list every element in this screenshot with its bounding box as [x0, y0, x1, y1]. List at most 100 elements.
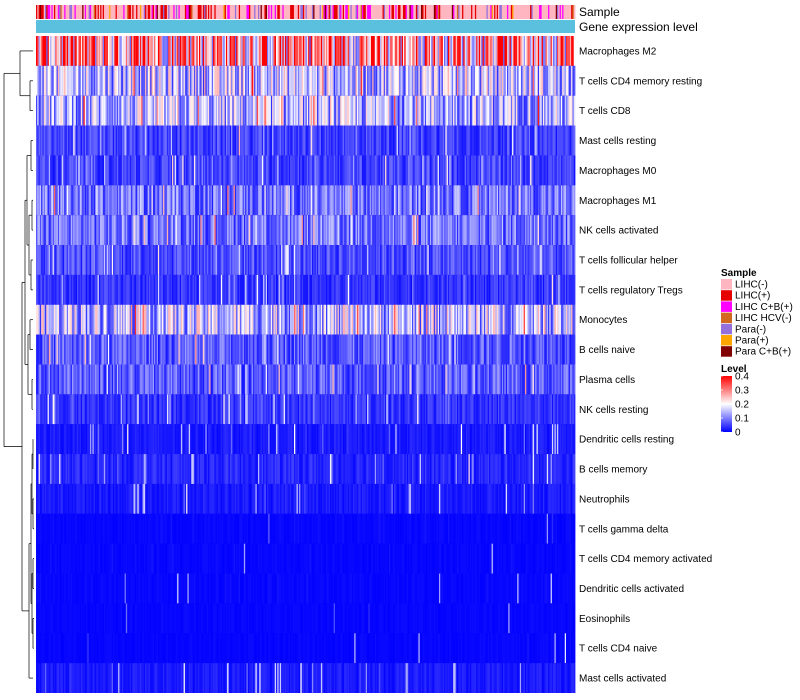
heatmap-cell: [329, 95, 332, 126]
heatmap-cell: [535, 304, 537, 335]
heatmap-cell: [225, 95, 228, 126]
sample-annotation-cell: [482, 5, 485, 19]
heatmap-cell: [183, 215, 186, 246]
heatmap-cell: [183, 334, 186, 365]
heatmap-cell: [328, 65, 331, 96]
heatmap-cell: [139, 304, 142, 335]
heatmap-cell: [231, 36, 233, 66]
heatmap-cell: [250, 125, 252, 156]
heatmap-cell: [535, 185, 537, 216]
heatmap-cell: [46, 334, 48, 365]
heatmap-cell: [400, 304, 403, 335]
heatmap-cell: [562, 304, 564, 335]
heatmap-cell: [173, 125, 175, 156]
heatmap-cell: [201, 95, 204, 126]
heatmap-cell: [169, 185, 172, 216]
heatmap-cell: [299, 36, 301, 66]
heatmap-cell: [487, 95, 490, 126]
heatmap-cell: [560, 155, 563, 186]
heatmap-cell: [201, 65, 204, 96]
heatmap-cell: [98, 304, 101, 335]
heatmap-cell: [141, 245, 143, 275]
heatmap-cell: [379, 334, 382, 365]
heatmap-cell: [237, 304, 240, 335]
heatmap-cell: [440, 245, 442, 275]
heatmap-cell: [118, 155, 120, 186]
sample-annotation-cell: [283, 5, 286, 19]
heatmap-cell: [304, 125, 306, 156]
heatmap-cell: [444, 215, 446, 246]
heatmap-cell: [109, 334, 111, 365]
heatmap-cell: [472, 215, 475, 246]
heatmap-cell: [68, 125, 70, 156]
heatmap-cell: [395, 36, 398, 66]
heatmap-cell: [169, 155, 172, 186]
heatmap-cell: [71, 215, 74, 246]
sample-annotation-cell: [59, 5, 61, 19]
heatmap-cell: [83, 334, 86, 365]
heatmap-cell: [71, 304, 74, 335]
heatmap-cell: [354, 36, 356, 66]
heatmap-cell: [64, 334, 66, 365]
heatmap-cell: [454, 215, 457, 246]
heatmap-cell: [544, 65, 546, 96]
heatmap-cell: [472, 36, 475, 66]
heatmap-cell: [498, 125, 500, 156]
heatmap-cell: [405, 215, 408, 246]
heatmap-cell: [414, 185, 417, 216]
heatmap-cell: [310, 155, 313, 186]
heatmap-cell: [263, 304, 265, 335]
heatmap-cell: [36, 334, 38, 365]
heatmap-cell: [109, 95, 111, 126]
heatmap-cell: [318, 304, 321, 335]
heatmap-cell: [549, 185, 552, 216]
heatmap-cell: [137, 95, 140, 126]
heatmap-cell: [107, 245, 110, 275]
heatmap-cell: [160, 215, 163, 246]
heatmap-cell: [92, 245, 95, 275]
heatmap-cell: [139, 125, 142, 156]
heatmap-cell: [436, 304, 439, 335]
heatmap-cell: [382, 95, 385, 126]
heatmap-cell: [42, 185, 45, 216]
heatmap-cell: [282, 185, 285, 216]
heatmap-cell: [519, 125, 522, 156]
heatmap-cell: [474, 95, 477, 126]
heatmap-cell: [169, 65, 172, 96]
heatmap-cell: [513, 36, 516, 66]
heatmap-cell: [379, 304, 382, 335]
heatmap-cell: [115, 125, 118, 156]
heatmap-cell: [97, 274, 100, 305]
heatmap-cell: [438, 155, 441, 186]
heatmap-cell: [426, 215, 428, 246]
heatmap-cell: [196, 245, 199, 275]
heatmap-cell: [437, 95, 440, 126]
heatmap-cell: [399, 95, 401, 126]
heatmap-cell: [245, 304, 247, 335]
heatmap-cell: [333, 65, 336, 96]
heatmap-cell: [345, 334, 347, 365]
heatmap-cell: [482, 95, 485, 126]
heatmap-cell: [527, 215, 530, 246]
heatmap-cell: [38, 215, 41, 246]
heatmap-cell: [183, 125, 186, 156]
heatmap-cell: [485, 125, 487, 156]
heatmap-cell: [387, 36, 390, 66]
heatmap-cell: [327, 245, 329, 275]
heatmap-cell: [60, 95, 63, 126]
heatmap-cell: [553, 155, 555, 186]
heatmap-cell: [541, 215, 544, 246]
heatmap-cell: [350, 185, 353, 216]
heatmap-cell: [438, 185, 441, 216]
heatmap-cell: [571, 155, 573, 186]
heatmap-cell: [188, 334, 191, 365]
heatmap-cell: [498, 245, 500, 275]
heatmap-cell: [225, 304, 228, 335]
heatmap-cell: [193, 334, 196, 365]
heatmap-cell: [435, 215, 437, 246]
heatmap-cell: [273, 185, 276, 216]
sample-annotation-cell: [270, 5, 273, 19]
heatmap-cell: [498, 274, 500, 305]
heatmap-cell: [555, 95, 558, 126]
heatmap-cell: [489, 36, 491, 66]
